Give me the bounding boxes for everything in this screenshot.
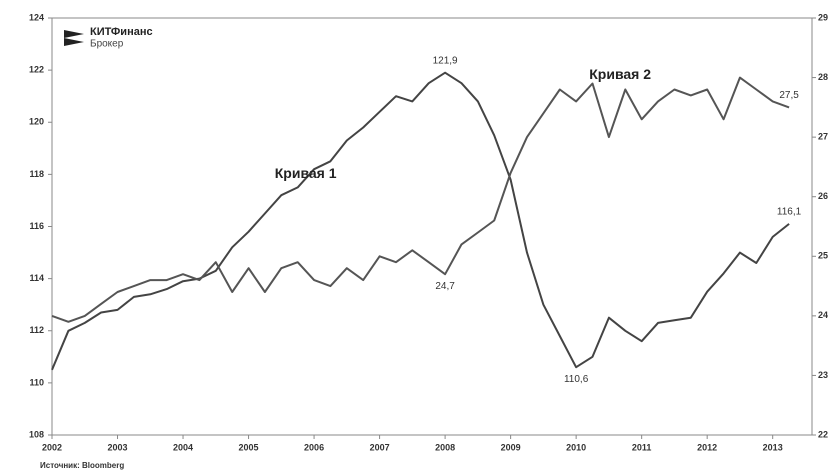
y2-tick-label: 26 [818, 191, 828, 201]
line-series [51, 71, 790, 371]
x-tick-label: 2013 [763, 442, 783, 452]
y2-tick-label: 24 [818, 310, 828, 320]
annotation: 116,1 [777, 207, 802, 218]
y-tick-label: 122 [29, 65, 44, 75]
x-tick-label: 2012 [697, 442, 717, 452]
x-tick-label: 2007 [370, 442, 390, 452]
x-tick-label: 2005 [239, 442, 259, 452]
y2-tick-label: 28 [818, 72, 828, 82]
y-tick-label: 120 [29, 117, 44, 127]
x-tick-label: 2006 [304, 442, 324, 452]
y-tick-label: 108 [29, 429, 44, 439]
series-label: Кривая 1 [275, 165, 337, 181]
y2-tick-label: 23 [818, 370, 828, 380]
line-series [51, 76, 790, 323]
source: Источник: Bloomberg [40, 461, 124, 470]
x-tick-label: 2008 [435, 442, 455, 452]
logo: КИТФинанс Брокер [64, 26, 153, 50]
logo-icon [64, 30, 84, 46]
x-tick-label: 2009 [501, 442, 521, 452]
x-tick-label: 2004 [173, 442, 193, 452]
annotation: 110,6 [564, 374, 589, 385]
y2-tick-label: 27 [818, 132, 828, 142]
y-tick-label: 112 [29, 325, 44, 335]
series-label: Кривая 2 [589, 66, 651, 82]
y-tick-label: 110 [29, 377, 44, 387]
x-tick-label: 2002 [42, 442, 62, 452]
y2-tick-label: 25 [818, 251, 828, 261]
x-tick-label: 2010 [566, 442, 586, 452]
annotation: 121,9 [433, 55, 458, 66]
y2-tick-label: 22 [818, 429, 828, 439]
logo-sub: Брокер [90, 39, 124, 50]
x-tick-label: 2003 [108, 442, 128, 452]
y-tick-label: 116 [29, 221, 44, 231]
logo-name: КИТФинанс [90, 26, 153, 38]
y-tick-label: 118 [29, 169, 44, 179]
y-tick-label: 114 [29, 273, 44, 283]
annotation: 27,5 [779, 90, 799, 101]
y-tick-label: 124 [29, 12, 44, 22]
annotation: 24,7 [435, 281, 455, 292]
y2-tick-label: 29 [818, 12, 828, 22]
x-tick-label: 2011 [632, 442, 652, 452]
